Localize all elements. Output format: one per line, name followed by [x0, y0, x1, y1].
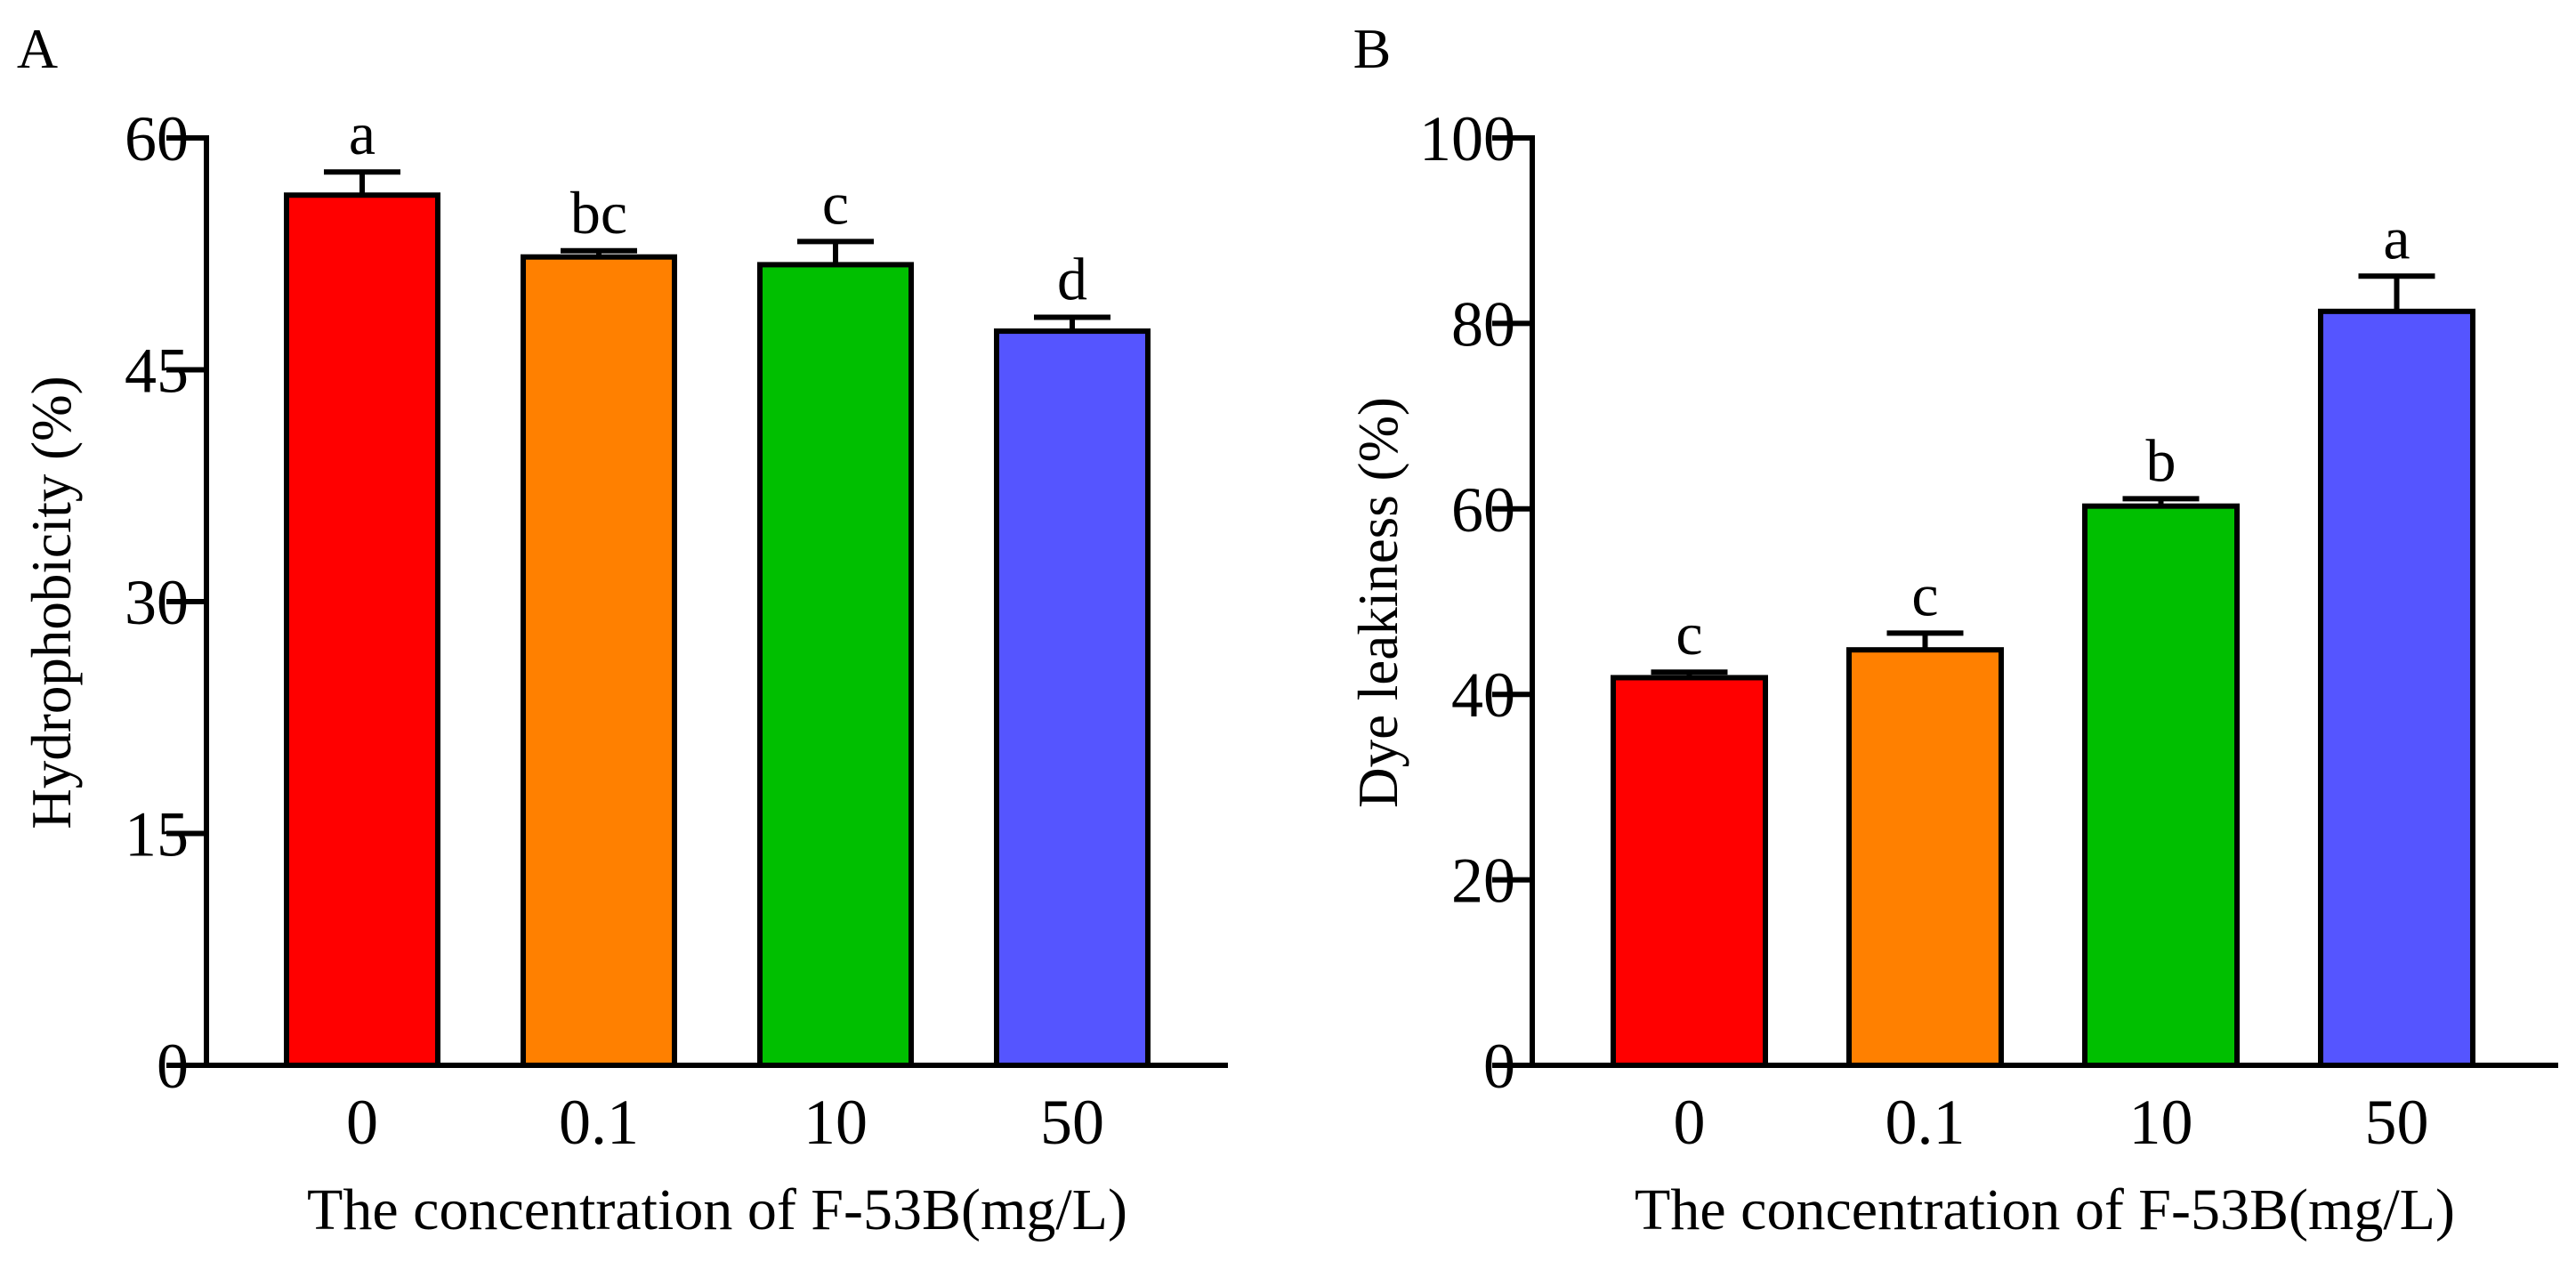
y-tick-label: 40 — [1451, 659, 1515, 731]
y-tick-label: 30 — [125, 567, 189, 638]
bar-50 — [994, 328, 1151, 1069]
x-tick-label: 50 — [2365, 1087, 2429, 1158]
y-tick-label: 20 — [1451, 845, 1515, 917]
significance-label: a — [349, 100, 375, 167]
significance-label: b — [2146, 426, 2176, 494]
significance-label: c — [1676, 600, 1702, 667]
y-tick-label: 15 — [125, 799, 189, 870]
y-axis-label: Dye leakiness (%) — [1347, 397, 1409, 808]
x-tick-label: 50 — [1040, 1087, 1104, 1158]
panel-label: A — [17, 17, 58, 80]
y-axis-label: Hydrophobicity (%) — [20, 376, 83, 829]
x-tick-label: 0.1 — [1886, 1087, 1966, 1158]
bar-0 — [284, 192, 440, 1069]
y-tick-label: 45 — [125, 336, 189, 407]
y-tick-label: 0 — [157, 1031, 189, 1102]
panel-label: B — [1353, 17, 1392, 80]
x-tick-label: 10 — [2129, 1087, 2193, 1158]
x-tick-label: 0 — [1674, 1087, 1706, 1158]
significance-label: a — [2383, 204, 2410, 271]
x-axis-label: The concentration of F-53B(mg/L) — [1635, 1177, 2455, 1242]
bar-0.1 — [1846, 647, 2004, 1069]
x-axis-label: The concentration of F-53B(mg/L) — [307, 1177, 1127, 1242]
significance-label: bc — [570, 179, 627, 247]
y-tick-label: 60 — [1451, 474, 1515, 546]
y-tick-label: 0 — [1483, 1031, 1515, 1102]
bar-50 — [2318, 308, 2475, 1068]
bar-0.1 — [521, 254, 677, 1068]
x-tick-label: 0.1 — [559, 1087, 639, 1158]
x-tick-label: 10 — [803, 1087, 868, 1158]
y-tick-label: 60 — [125, 103, 189, 174]
y-tick-label: 80 — [1451, 288, 1515, 360]
bar-0 — [1611, 675, 1768, 1068]
panel-a: A Hydrophobicity (%) 0 15 30 45 60 a 0 bc 0.1 c 10 d 5… — [17, 17, 1228, 1242]
panel-b: B Dye leakiness (%) 0 20 40 60 80 100 c 0 c 0.1 b 10 a… — [1347, 17, 2558, 1242]
significance-label: c — [822, 169, 849, 237]
y-tick-label: 100 — [1419, 103, 1515, 174]
bar-10 — [757, 262, 914, 1068]
significance-label: c — [1911, 561, 1938, 628]
significance-label: d — [1057, 245, 1087, 312]
bar-10 — [2082, 503, 2240, 1068]
x-tick-label: 0 — [346, 1087, 378, 1158]
